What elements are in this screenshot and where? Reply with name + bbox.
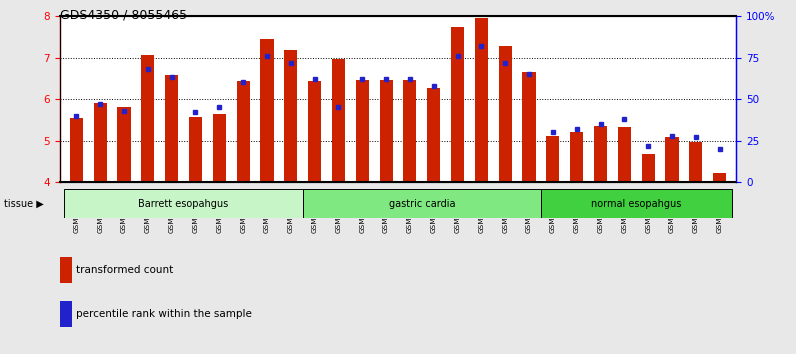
Bar: [498, 46, 512, 182]
Bar: [356, 80, 369, 182]
Bar: [236, 81, 250, 182]
Bar: [618, 127, 631, 182]
Bar: [404, 80, 416, 182]
Text: tissue ▶: tissue ▶: [4, 199, 44, 209]
Bar: [189, 117, 202, 182]
Bar: [332, 59, 345, 182]
Bar: [94, 103, 107, 182]
Bar: [713, 173, 726, 182]
Bar: [70, 118, 83, 182]
Bar: [380, 80, 392, 182]
Bar: [60, 301, 72, 327]
Bar: [570, 132, 583, 182]
Bar: [665, 137, 678, 182]
Bar: [165, 75, 178, 182]
Bar: [427, 88, 440, 182]
Bar: [118, 108, 131, 182]
Bar: [64, 189, 302, 218]
Text: gastric cardia: gastric cardia: [388, 199, 455, 209]
Bar: [546, 136, 560, 182]
Text: transformed count: transformed count: [76, 265, 173, 275]
Bar: [60, 257, 72, 283]
Bar: [284, 51, 298, 182]
Text: normal esopahgus: normal esopahgus: [591, 199, 681, 209]
Bar: [260, 39, 274, 182]
Bar: [308, 81, 321, 182]
Text: percentile rank within the sample: percentile rank within the sample: [76, 309, 252, 319]
Bar: [689, 142, 702, 182]
Bar: [642, 154, 654, 182]
Bar: [451, 27, 464, 182]
Bar: [475, 18, 488, 182]
Text: Barrett esopahgus: Barrett esopahgus: [139, 199, 228, 209]
Text: GDS4350 / 8055465: GDS4350 / 8055465: [60, 9, 187, 22]
Bar: [213, 114, 226, 182]
Bar: [142, 55, 154, 182]
Bar: [302, 189, 541, 218]
Bar: [522, 72, 536, 182]
Bar: [541, 189, 732, 218]
Bar: [594, 126, 607, 182]
